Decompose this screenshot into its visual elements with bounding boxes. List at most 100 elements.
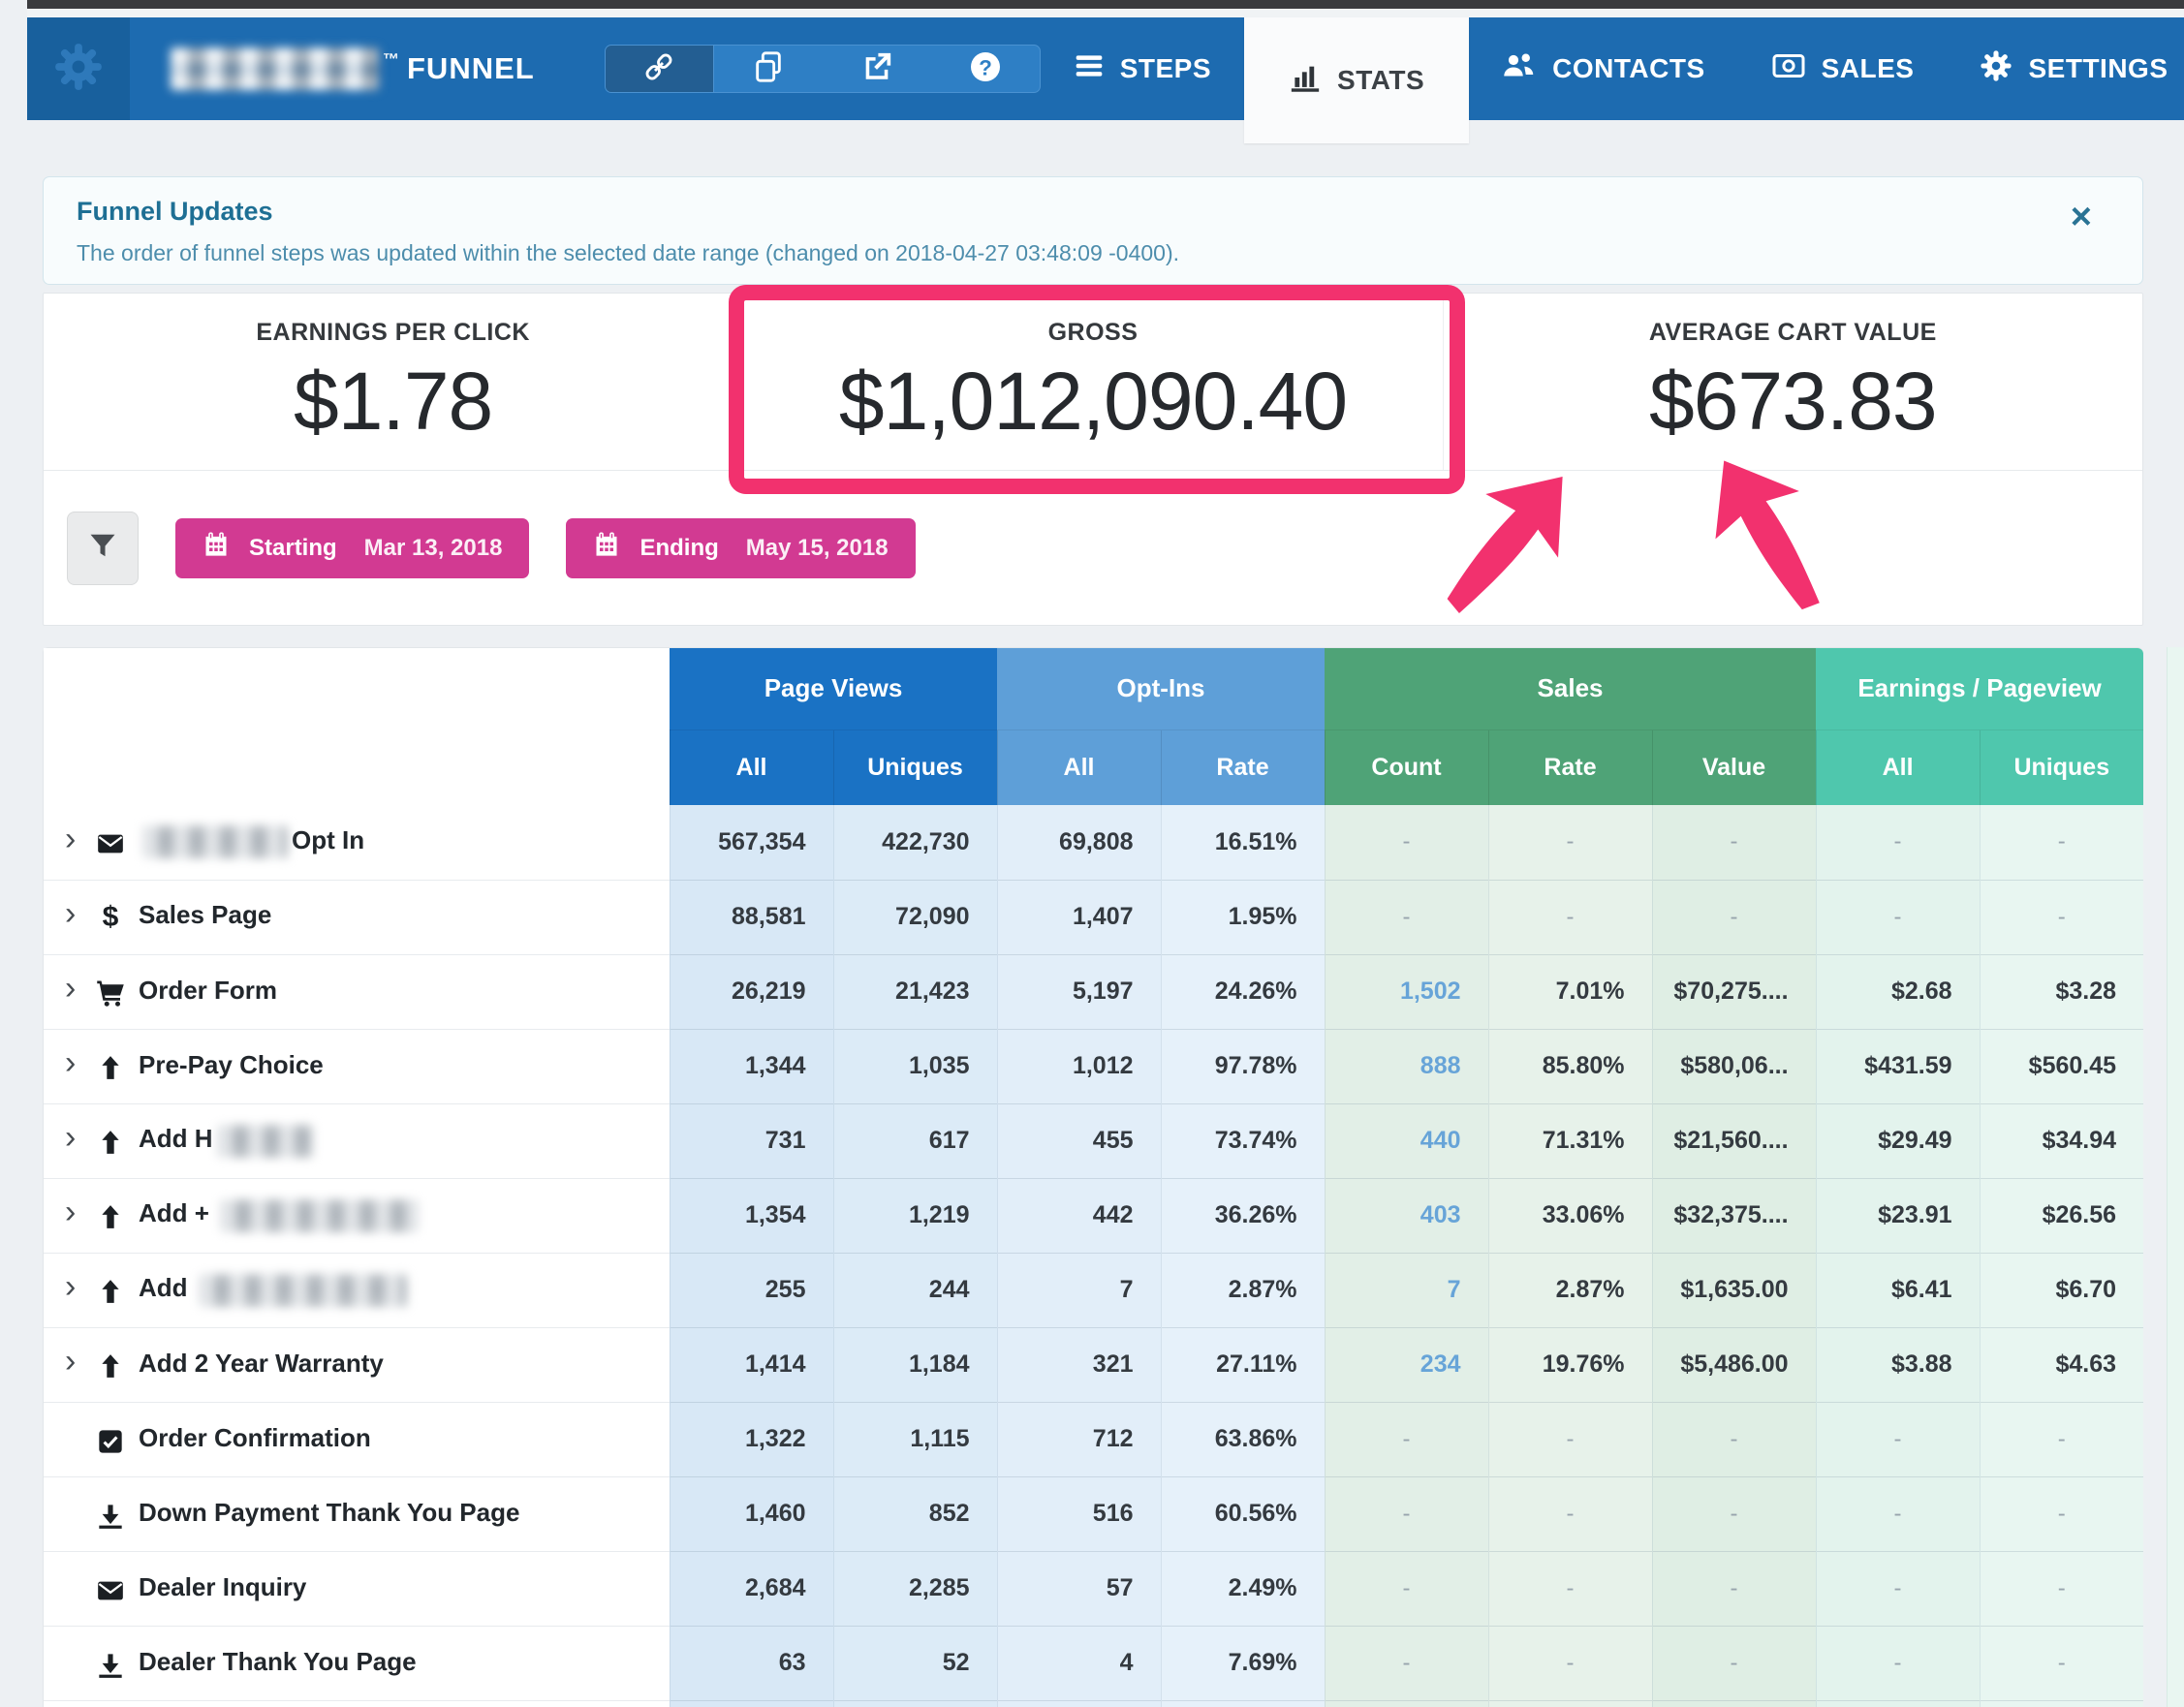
stat-value: $1.78 — [44, 355, 742, 449]
chevron-right-icon[interactable]: › — [65, 1044, 90, 1082]
step-name: Sales Page — [139, 900, 271, 929]
table-row[interactable]: Order Confirmation1,3221,11571263.86%---… — [44, 1402, 2143, 1476]
stat-cell: $2.68 — [1816, 954, 1980, 1029]
table-row[interactable]: Down Payment Thank You Page1,46085251660… — [44, 1476, 2143, 1551]
close-icon[interactable]: × — [2071, 199, 2092, 235]
stat-cell: $23.91 — [1816, 1178, 1980, 1253]
table-row[interactable]: Dealer Thank You Page635247.69%----- — [44, 1626, 2143, 1700]
column-header[interactable]: Count — [1325, 729, 1488, 805]
tab-sales[interactable]: SALES — [1738, 17, 1948, 120]
stat-cell: - — [1980, 1476, 2143, 1551]
stat-cell — [1980, 1700, 2143, 1707]
trademark-symbol: ™ — [383, 50, 399, 70]
column-header[interactable]: Uniques — [833, 729, 997, 805]
step-name-cell[interactable]: ›Add — [44, 1253, 670, 1327]
cart-icon — [96, 977, 125, 1008]
ending-date-value: May 15, 2018 — [746, 535, 889, 562]
stat-label: GROSS — [743, 319, 1442, 347]
stat-cell: 69,808 — [997, 805, 1161, 880]
stat-cell: $3.88 — [1816, 1327, 1980, 1402]
column-header[interactable]: Value — [1652, 729, 1816, 805]
stats-row: EARNINGS PER CLICK $1.78 GROSS $1,012,09… — [44, 294, 2142, 470]
table-row[interactable]: ›Opt In567,354422,73069,80816.51%----- — [44, 805, 2143, 880]
stat-cell: $431.59 — [1816, 1029, 1980, 1103]
stat-cell: 1,414 — [670, 1327, 833, 1402]
table-row[interactable]: ›Order Form26,21921,4235,19724.26%1,5027… — [44, 954, 2143, 1029]
table-row[interactable]: ›$Sales Page88,58172,0901,4071.95%----- — [44, 880, 2143, 954]
step-name-cell[interactable]: ›Order Form — [44, 954, 670, 1029]
app-menu-button[interactable] — [27, 17, 130, 120]
table-row[interactable]: ›Add + 1,3541,21944236.26%40333.06%$32,3… — [44, 1178, 2143, 1253]
sales-count-link[interactable]: 888 — [1420, 1052, 1461, 1079]
step-name-cell[interactable]: Down Payment Thank You Page — [44, 1476, 670, 1551]
stat-cell: 1,012 — [997, 1029, 1161, 1103]
table-row[interactable]: ›Pre-Pay Choice1,3441,0351,01297.78%8888… — [44, 1029, 2143, 1103]
sales-count-link[interactable]: 7 — [1448, 1276, 1461, 1303]
starting-date-button[interactable]: Starting Mar 13, 2018 — [175, 518, 529, 578]
column-header[interactable]: Rate — [1161, 729, 1325, 805]
tab-stats[interactable]: STATS — [1244, 17, 1469, 143]
step-name-cell[interactable]: ›Pre-Pay Choice — [44, 1029, 670, 1103]
chevron-right-icon[interactable]: › — [65, 1194, 90, 1231]
funnel-brand: ™ FUNNEL — [171, 47, 535, 90]
stat-cell: 36.26% — [1161, 1178, 1325, 1253]
column-header[interactable]: All — [1816, 729, 1980, 805]
step-name-cell[interactable]: Dealer Thank You Page — [44, 1626, 670, 1700]
group-header: Page Views — [670, 648, 997, 729]
step-name-cell[interactable]: ›Add H — [44, 1103, 670, 1178]
stat-cell: 52 — [833, 1626, 997, 1700]
chevron-right-icon[interactable]: › — [65, 970, 90, 1008]
filter-button[interactable] — [67, 512, 139, 585]
chevron-right-icon[interactable]: › — [65, 1119, 90, 1157]
stat-cell: $70,275.... — [1652, 954, 1816, 1029]
tab-settings[interactable]: SETTINGS — [1947, 17, 2184, 120]
chevron-right-icon[interactable]: › — [65, 821, 90, 858]
stat-cell: 442 — [997, 1178, 1161, 1253]
redacted-text — [199, 1274, 407, 1307]
tab-steps-label: STEPS — [1120, 53, 1211, 84]
tab-steps[interactable]: STEPS — [1041, 17, 1244, 120]
stat-cell: 71.31% — [1488, 1103, 1652, 1178]
step-name-cell[interactable]: › Add + — [44, 1178, 670, 1253]
table-row[interactable]: ›Add H73161745573.74%44071.31%$21,560...… — [44, 1103, 2143, 1178]
step-name-cell[interactable]: Order Confirmation — [44, 1402, 670, 1476]
chevron-right-icon[interactable]: › — [65, 1268, 90, 1306]
chevron-right-icon[interactable]: › — [65, 895, 90, 933]
help-button[interactable]: ? — [931, 46, 1040, 92]
external-link-button[interactable] — [823, 46, 931, 92]
redacted-brand-logo — [171, 47, 379, 90]
step-name-cell[interactable]: Dealer Inquiry — [44, 1551, 670, 1626]
stat-cell: 1,115 — [833, 1402, 997, 1476]
stat-cell: - — [1488, 1402, 1652, 1476]
stat-average-cart-value: AVERAGE CART VALUE $673.83 — [1443, 294, 2142, 470]
step-name-cell[interactable]: ›Add 2 Year Warranty — [44, 1327, 670, 1402]
stat-cell: $6.41 — [1816, 1253, 1980, 1327]
column-header[interactable]: All — [997, 729, 1161, 805]
stat-cell: 7 — [1325, 1253, 1488, 1327]
column-header[interactable]: Rate — [1488, 729, 1652, 805]
sales-count-link[interactable]: 1,502 — [1400, 978, 1461, 1005]
step-name: Add + — [139, 1198, 216, 1227]
link-button[interactable] — [606, 46, 714, 92]
column-header[interactable]: Uniques — [1980, 729, 2143, 805]
duplicate-button[interactable] — [714, 46, 823, 92]
ending-date-button[interactable]: Ending May 15, 2018 — [566, 518, 915, 578]
tab-contacts[interactable]: CONTACTS — [1469, 17, 1737, 120]
money-icon — [1771, 48, 1806, 90]
table-row[interactable]: Dealer Inquiry2,6842,285572.49%----- — [44, 1551, 2143, 1626]
column-header[interactable]: All — [670, 729, 833, 805]
sales-count-link[interactable]: 234 — [1420, 1350, 1461, 1378]
step-name-cell[interactable]: ›Opt In — [44, 805, 670, 880]
stat-cell: 72,090 — [833, 880, 997, 954]
step-name-cell[interactable]: ›$Sales Page — [44, 880, 670, 954]
table-row[interactable]: ›Add 25524472.87%72.87%$1,635.00$6.41$6.… — [44, 1253, 2143, 1327]
chevron-right-icon[interactable]: › — [65, 1343, 90, 1381]
stats-summary-card: EARNINGS PER CLICK $1.78 GROSS $1,012,09… — [43, 293, 2143, 626]
table-row[interactable]: ›Add 2 Year Warranty1,4141,18432127.11%2… — [44, 1327, 2143, 1402]
tab-contacts-label: CONTACTS — [1552, 53, 1704, 84]
sales-count-link[interactable]: 440 — [1420, 1127, 1461, 1154]
sales-count-link[interactable]: 403 — [1420, 1201, 1461, 1228]
stat-cell: 63.86% — [1161, 1402, 1325, 1476]
funnel-updates-banner: Funnel Updates The order of funnel steps… — [43, 176, 2143, 285]
stat-cell: 19.76% — [1488, 1327, 1652, 1402]
